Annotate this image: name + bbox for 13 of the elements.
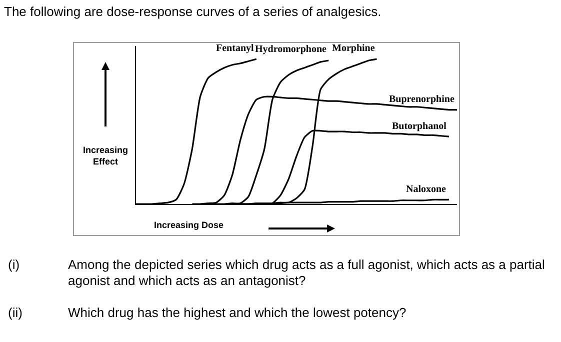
text: Which drug has the highest and which the lowest potency? [68,305,408,321]
text: Among the depicted series which drug acts as a full agonist, which acts as a partial agonist and which acts as an antagonist? [68,257,546,289]
x-axis-title: Increasing Dose [154,220,224,230]
y-axis-title: Increasing Effect [83,145,128,167]
series-label: Hydromorphone [255,44,328,55]
series-label: Buprenorphine [389,94,455,105]
series-label: Fentanyl [216,43,254,54]
series-label: Butorphanol [392,121,447,132]
text: (i) [8,257,20,273]
text: (ii) [8,305,22,321]
series-label: Morphine [332,43,376,54]
series-label: Naloxone [406,184,447,195]
chart-title: The following are dose-response curves of a series of analgesics. [4,4,382,19]
